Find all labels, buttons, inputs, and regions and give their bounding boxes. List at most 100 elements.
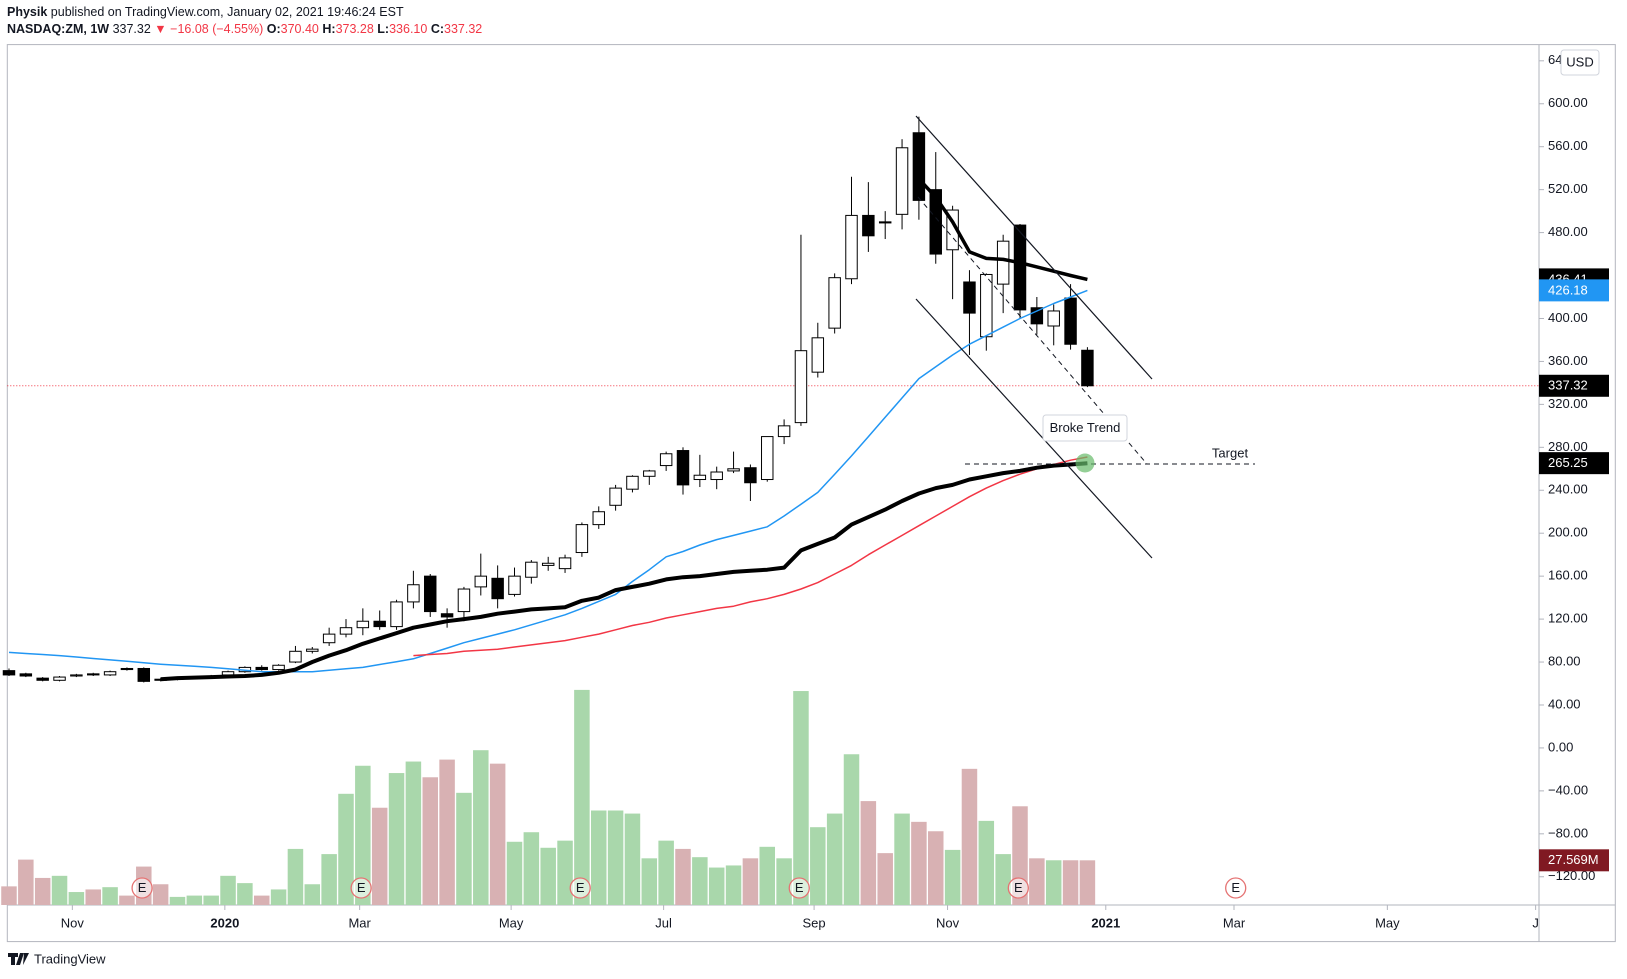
- volume-bar: [725, 865, 742, 905]
- volume-bar: [270, 889, 287, 905]
- volume-bar: [860, 801, 877, 905]
- y-tick-label: −120.00: [1548, 868, 1595, 883]
- earnings-marker: [1225, 877, 1247, 899]
- candle-body: [609, 487, 622, 506]
- candle-body: [592, 511, 605, 526]
- frame: [6, 44, 1616, 943]
- y-tick-label: 0.00: [1548, 739, 1573, 754]
- price-tag: [1539, 374, 1609, 397]
- volume-bar: [152, 884, 169, 905]
- brand-logo: [8, 953, 29, 965]
- earnings-marker: [1007, 877, 1029, 899]
- volume-bar: [220, 875, 236, 905]
- candle-body: [744, 467, 757, 484]
- y-tick-label: 200.00: [1548, 525, 1588, 540]
- volume-bar: [557, 840, 573, 905]
- x-tick-label: 2021: [1091, 915, 1120, 930]
- candle-body: [87, 673, 100, 676]
- x-tick-label: J: [1532, 915, 1539, 930]
- candle-body: [996, 240, 1010, 285]
- volume-bar: [961, 768, 978, 905]
- ohlc-value: 337.32: [444, 22, 482, 36]
- volume-bar: [371, 807, 388, 905]
- candle-body: [777, 425, 791, 438]
- y-tick-label: 520.00: [1548, 181, 1588, 196]
- y-tick-label: −40.00: [1548, 782, 1588, 797]
- symbol-line: NASDAQ:ZM, 1W 337.32 ▼ −16.08 (−4.55%) O…: [7, 22, 482, 36]
- volume-bar: [641, 858, 658, 905]
- candle-body: [878, 221, 892, 224]
- y-tick-label: 320.00: [1548, 396, 1588, 411]
- candle-body: [693, 474, 707, 481]
- earnings-marker: [131, 877, 153, 899]
- volume-bar: [34, 877, 51, 905]
- target-point: [1075, 453, 1095, 473]
- volume-bar: [793, 691, 809, 905]
- x-tick-label: Nov: [936, 915, 960, 930]
- candle-body: [643, 470, 656, 477]
- change: −16.08 (−4.55%): [170, 22, 263, 36]
- candle-body: [457, 588, 471, 613]
- volume-bar: [186, 895, 203, 905]
- volume-bar: [456, 792, 472, 905]
- y-tick-label: 120.00: [1548, 611, 1588, 626]
- volume-bar: [810, 827, 826, 905]
- candle-body: [525, 561, 538, 578]
- published: published on TradingView.com, January 02…: [51, 5, 404, 19]
- volume-bar: [169, 896, 186, 905]
- ma-line: [413, 456, 1088, 657]
- volume-bar: [506, 841, 523, 905]
- last-price: 337.32: [113, 22, 151, 36]
- candle-body: [322, 633, 336, 644]
- y-tick-label: 240.00: [1548, 482, 1588, 497]
- candle-body: [980, 273, 993, 338]
- volume-bar: [944, 849, 961, 905]
- y-tick-label: 600.00: [1548, 95, 1588, 110]
- earnings-label: E: [357, 880, 366, 895]
- brand-name: TradingView: [34, 951, 106, 966]
- volume-bar: [1062, 860, 1079, 905]
- y-tick-label: 40.00: [1548, 696, 1581, 711]
- axis-layer: −120.00 −80.00 −40.00 0.00 40.00 80.00 120.00 1…: [61, 52, 1609, 930]
- candle-body: [424, 575, 437, 613]
- earnings-label: E: [1014, 880, 1023, 895]
- channel-lower: [915, 298, 1153, 559]
- volume-bar: [388, 773, 405, 905]
- header-line: Physik published on TradingView.com, Jan…: [7, 5, 404, 19]
- volume-bar: [826, 813, 843, 905]
- volume-bar: [338, 793, 354, 905]
- candle-body: [407, 584, 420, 603]
- ohlc-label: O:: [267, 22, 281, 36]
- y-tick-label: 280.00: [1548, 439, 1588, 454]
- x-tick-label: Nov: [61, 915, 85, 930]
- candle-body: [356, 620, 370, 629]
- volume-bar: [843, 754, 860, 905]
- y-tick-label: 560.00: [1548, 138, 1588, 153]
- earnings-marker: [350, 877, 372, 899]
- candle-body: [255, 666, 268, 671]
- price-tag-label: 426.18: [1548, 282, 1588, 297]
- candle-body: [761, 436, 774, 481]
- volume-bar: [102, 887, 118, 905]
- candle-body: [659, 453, 673, 467]
- candle-body: [70, 674, 83, 677]
- y-tick-label: 400.00: [1548, 310, 1588, 325]
- volume-bar: [540, 847, 556, 905]
- change-arrow: ▼: [154, 22, 166, 36]
- volume-bar: [708, 867, 725, 905]
- earnings-marker: [569, 877, 591, 899]
- volume-bar: [287, 848, 304, 905]
- candle-body: [710, 471, 723, 481]
- candle-body: [491, 577, 504, 600]
- y-tick-label: −80.00: [1548, 825, 1588, 840]
- volume-bar: [692, 857, 708, 905]
- x-tick-label: May: [1375, 915, 1400, 930]
- volume-bar: [928, 831, 944, 905]
- candle-body: [474, 575, 488, 588]
- ma-line: [8, 289, 1088, 673]
- y-tick-label: 80.00: [1548, 653, 1581, 668]
- volume-bar: [439, 759, 455, 905]
